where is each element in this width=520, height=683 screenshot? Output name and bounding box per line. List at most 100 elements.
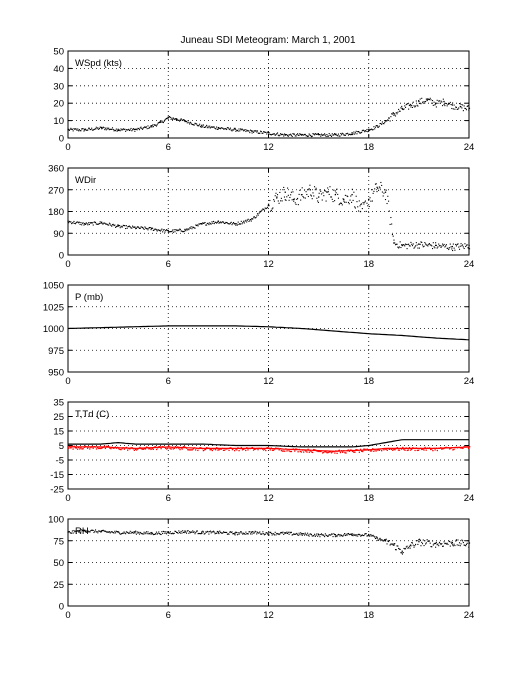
data-point xyxy=(118,225,120,227)
data-point xyxy=(462,246,464,248)
data-point xyxy=(403,108,405,110)
x-tick-label: 18 xyxy=(363,610,374,621)
data-point xyxy=(130,227,132,229)
data-point xyxy=(357,533,360,535)
data-point xyxy=(198,532,200,534)
data-point xyxy=(439,542,441,545)
data-point xyxy=(108,129,110,131)
data-point xyxy=(340,132,342,135)
data-point xyxy=(465,245,467,248)
series-dot xyxy=(457,446,460,449)
series-dot xyxy=(108,445,110,448)
series-dot xyxy=(154,446,157,448)
data-point xyxy=(401,105,403,107)
data-point xyxy=(75,532,77,534)
series-dot xyxy=(266,447,268,449)
data-point xyxy=(332,536,334,538)
series-dot xyxy=(368,449,371,451)
series-dot xyxy=(211,449,213,452)
data-point xyxy=(224,531,226,534)
series-dot xyxy=(111,446,113,448)
data-point xyxy=(224,128,226,130)
series-dot xyxy=(414,449,416,452)
series-dot xyxy=(372,448,374,450)
data-point xyxy=(376,536,378,538)
data-point xyxy=(238,128,240,130)
data-point xyxy=(441,245,443,247)
y-tick-label: 20 xyxy=(53,99,64,110)
series-dot xyxy=(90,446,92,449)
data-point xyxy=(351,188,353,190)
data-point xyxy=(384,189,386,191)
series-dot xyxy=(422,448,424,450)
data-point xyxy=(315,187,317,189)
series-dot xyxy=(311,451,314,454)
data-point xyxy=(464,243,466,245)
data-point xyxy=(295,533,297,535)
data-point xyxy=(218,222,220,224)
data-point xyxy=(318,534,320,536)
data-point xyxy=(100,531,102,533)
data-point xyxy=(81,222,83,224)
data-point xyxy=(450,541,452,543)
data-point xyxy=(104,222,106,224)
data-point xyxy=(348,203,350,205)
data-point xyxy=(81,529,83,532)
data-point xyxy=(359,534,361,536)
data-point xyxy=(242,129,244,131)
series-dot xyxy=(451,447,453,449)
series-dot xyxy=(243,448,246,450)
data-point xyxy=(151,531,153,534)
series-dot xyxy=(221,447,224,450)
data-point xyxy=(366,202,368,204)
series-dot xyxy=(291,448,294,450)
data-point xyxy=(255,130,257,132)
data-point xyxy=(126,531,128,533)
data-point xyxy=(306,135,308,137)
data-point xyxy=(170,533,172,535)
data-point xyxy=(363,129,365,132)
data-point xyxy=(368,128,370,130)
series-dot xyxy=(387,447,389,450)
data-point xyxy=(184,121,186,123)
data-point xyxy=(171,533,173,535)
series-dot xyxy=(217,449,219,451)
data-point xyxy=(325,200,327,202)
data-point xyxy=(415,543,417,545)
data-point xyxy=(88,531,90,533)
data-point xyxy=(404,106,407,108)
data-point xyxy=(100,222,102,224)
series-dot xyxy=(228,449,230,452)
data-point xyxy=(198,124,200,126)
data-point xyxy=(431,546,433,548)
data-point xyxy=(361,208,363,210)
data-point xyxy=(352,133,354,135)
data-point xyxy=(300,199,302,201)
data-point xyxy=(419,539,421,541)
panel-label: P (mb) xyxy=(75,292,103,303)
data-point xyxy=(317,201,319,203)
data-point xyxy=(285,199,287,201)
data-point xyxy=(327,535,329,537)
data-point xyxy=(414,106,416,108)
data-point xyxy=(353,191,355,193)
data-point xyxy=(120,128,122,130)
data-point xyxy=(138,227,141,229)
series-dot xyxy=(170,448,172,450)
series-dot xyxy=(135,449,138,451)
data-point xyxy=(97,127,99,129)
data-point xyxy=(457,108,459,110)
data-point xyxy=(428,98,430,101)
data-point xyxy=(141,127,143,130)
data-point xyxy=(157,229,159,231)
series-dot xyxy=(106,445,109,448)
series-dot xyxy=(68,447,70,450)
data-point xyxy=(313,134,316,136)
data-point xyxy=(74,223,77,225)
data-point xyxy=(319,536,321,538)
data-point xyxy=(309,189,311,191)
series-dot xyxy=(438,447,441,450)
data-point xyxy=(229,127,232,129)
data-point xyxy=(337,197,340,199)
series-dot xyxy=(95,448,98,450)
